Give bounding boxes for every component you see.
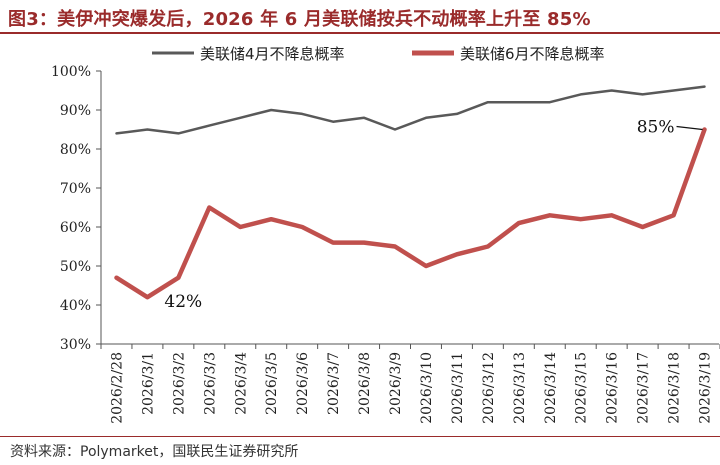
x-tick-label: 2026/3/19 <box>698 352 714 424</box>
source-divider <box>0 436 720 437</box>
x-tick-label: 2026/3/17 <box>636 352 652 424</box>
chart-legend: 美联储4月不降息概率 美联储6月不降息概率 <box>152 45 605 63</box>
x-tick-label: 2026/3/11 <box>450 352 466 424</box>
chart-series <box>114 85 707 300</box>
annotation-85: 85% <box>637 118 675 138</box>
y-tick-label: 40% <box>60 298 91 314</box>
x-tick-label: 2026/3/5 <box>264 352 280 415</box>
annotation-42: 42% <box>164 292 202 312</box>
x-tick-label: 2026/3/3 <box>202 352 218 415</box>
x-tick-label: 2026/3/1 <box>140 352 156 415</box>
x-tick-label: 2026/3/2 <box>171 352 187 415</box>
y-tick-label: 30% <box>60 337 91 353</box>
x-tick-label: 2026/3/13 <box>512 352 528 424</box>
y-tick-label: 70% <box>60 181 91 197</box>
series-line-june <box>114 127 707 300</box>
x-tick-label: 2026/3/12 <box>481 352 497 424</box>
annotation-leader <box>676 125 703 131</box>
chart-axes: 30% 40% 50% 60% 70% 80% 90% 100% 2026/2/28 2026/3… <box>51 64 720 424</box>
y-tick-label: 50% <box>60 259 91 275</box>
x-tick-label: 2026/3/14 <box>543 352 559 424</box>
chart-annotations: 42% 85% <box>164 118 703 312</box>
x-tick-label: 2026/3/7 <box>326 352 342 415</box>
x-tick-label: 2026/3/15 <box>574 352 590 424</box>
x-tick-label: 2026/2/28 <box>109 352 125 424</box>
x-tick-label: 2026/3/16 <box>605 352 621 424</box>
x-tick-label: 2026/3/8 <box>357 352 373 415</box>
x-tick-label: 2026/3/18 <box>667 352 683 424</box>
source-note: 资料来源：Polymarket，国联民生证券研究所 <box>10 444 299 460</box>
y-tick-label: 60% <box>60 220 91 236</box>
line-chart: 30% 40% 50% 60% 70% 80% 90% 100% 2026/2/28 2026/3… <box>51 45 720 424</box>
title-bar: 图3：美伊冲突爆发后，2026 年 6 月美联储按兵不动概率上升至 85% <box>0 0 720 34</box>
x-tick-label: 2026/3/6 <box>295 352 311 415</box>
legend-label: 美联储4月不降息概率 <box>200 45 345 63</box>
y-tick-label: 80% <box>60 142 91 158</box>
legend-label: 美联储6月不降息概率 <box>460 45 605 63</box>
y-tick-label: 90% <box>60 103 91 119</box>
x-tick-label: 2026/3/10 <box>419 352 435 424</box>
series-line-april <box>115 85 706 135</box>
x-tick-label: 2026/3/9 <box>388 352 404 415</box>
y-tick-label: 100% <box>51 64 91 80</box>
x-tick-label: 2026/3/4 <box>233 352 249 415</box>
chart-title: 图3：美伊冲突爆发后，2026 年 6 月美联储按兵不动概率上升至 85% <box>8 9 591 30</box>
